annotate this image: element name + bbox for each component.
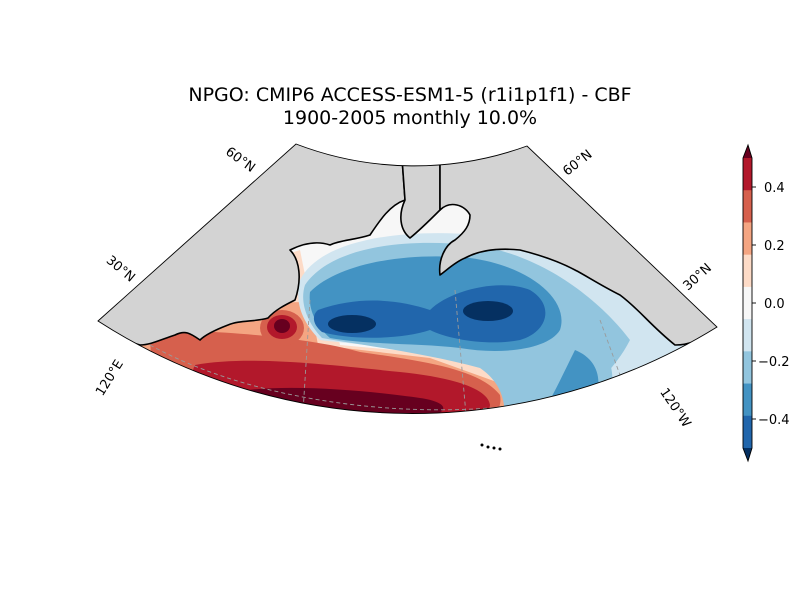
colorbar-ticks [752, 186, 756, 420]
colorbar-segment [743, 286, 752, 320]
lat-label-30n-left: 30°N [103, 253, 138, 286]
colorbar-tick-label-1: 0.2 [764, 239, 785, 254]
hawaii-islands [480, 443, 502, 451]
lat-label-60n-right: 60°N [560, 147, 595, 179]
lon-label-120w: 120°W [656, 386, 693, 431]
lon-label-120e: 120°E [93, 357, 127, 398]
map-title-line-1: NPGO: CMIP6 ACCESS-ESM1-5 (r1i1p1f1) - C… [188, 84, 631, 106]
map-panel: 60°N 30°N 60°N 30°N 120°E 120°W [93, 143, 718, 451]
colorbar-segments [743, 145, 752, 461]
colorbar-segment [743, 254, 752, 288]
colorbar-tick-label-0: 0.4 [764, 181, 785, 196]
colorbar-segment [743, 415, 752, 449]
map-title-line-2: 1900-2005 monthly 10.0% [283, 107, 537, 129]
lat-label-30n-right: 30°N [680, 261, 714, 294]
map-frame [97, 143, 718, 414]
colorbar-segment [743, 222, 752, 256]
colorbar-extend-min [743, 448, 752, 461]
colorbar-tick-label-4: −0.4 [758, 413, 790, 428]
colorbar-segment [743, 319, 752, 352]
colorbar-outline [742, 143, 753, 463]
colorbar: 0.4 0.2 0.0 −0.2 −0.4 [742, 143, 790, 463]
colorbar-segment [743, 190, 752, 223]
lat-label-60n-left: 60°N [222, 144, 257, 175]
colorbar-segment [743, 383, 752, 417]
colorbar-segment [743, 158, 752, 191]
colorbar-tick-label-3: −0.2 [758, 355, 790, 370]
colorbar-extend-max [743, 145, 752, 158]
colorbar-tick-label-2: 0.0 [764, 297, 785, 312]
colorbar-segment [743, 351, 752, 385]
